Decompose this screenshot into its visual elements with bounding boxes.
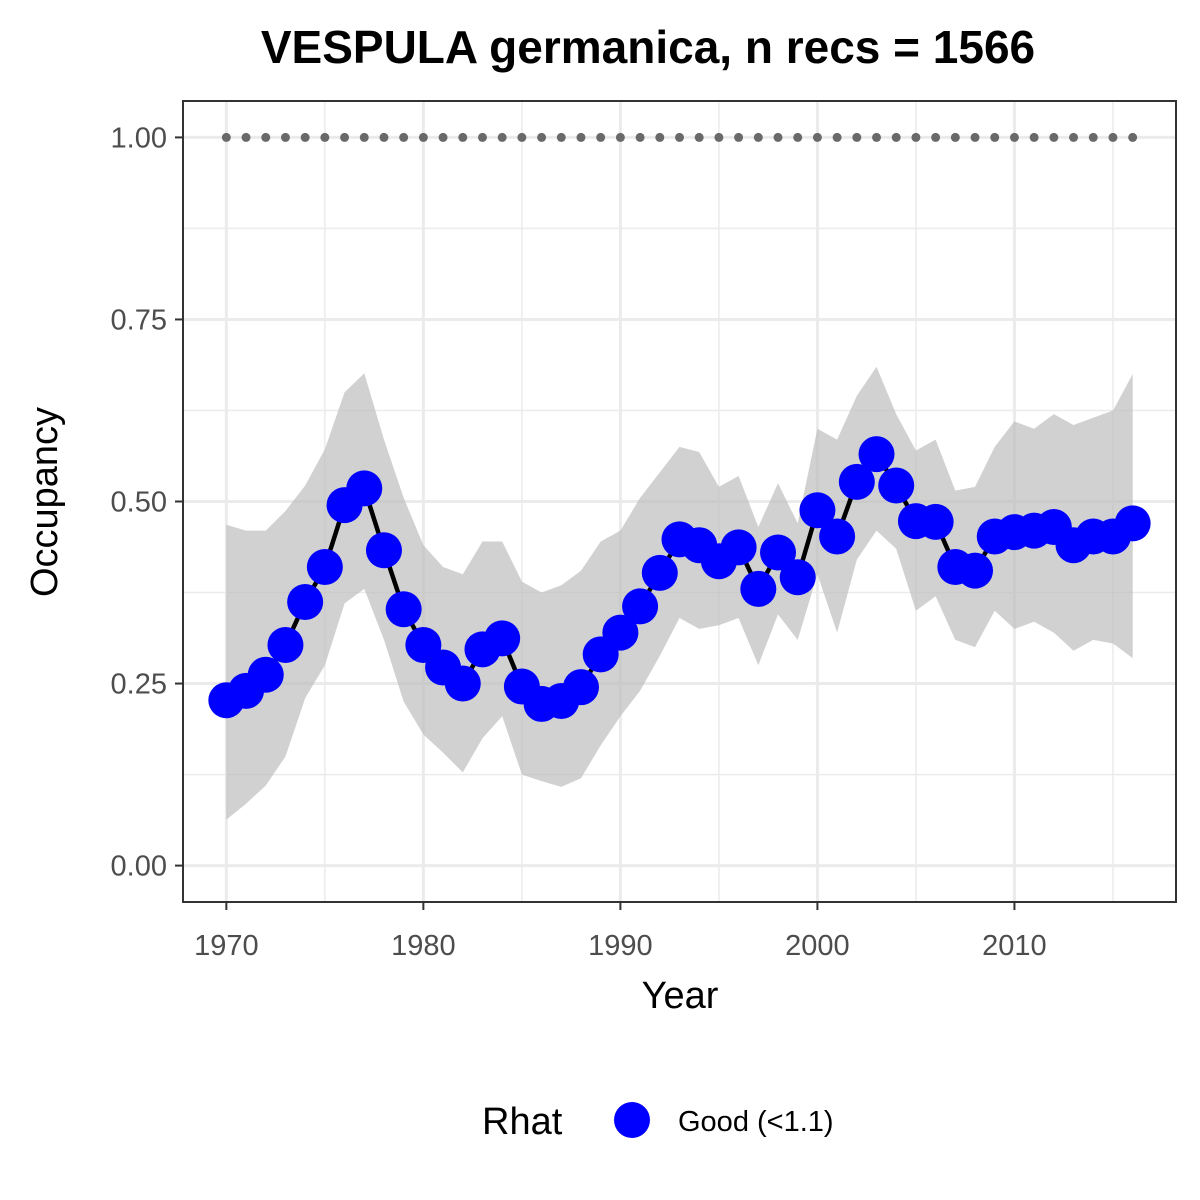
occupancy-point <box>562 669 599 706</box>
reference-point <box>635 132 645 142</box>
reference-point <box>1009 132 1019 142</box>
reference-point <box>852 132 862 142</box>
reference-point <box>340 132 350 142</box>
reference-point <box>714 132 724 142</box>
reference-point <box>655 132 665 142</box>
reference-point <box>773 132 783 142</box>
occupancy-point <box>799 492 836 529</box>
occupancy-point <box>1114 505 1151 542</box>
occupancy-point <box>641 554 678 591</box>
y-tick-label: 0.00 <box>111 851 167 883</box>
reference-point <box>753 132 763 142</box>
x-tick-label: 1980 <box>391 930 456 962</box>
reference-point <box>576 132 586 142</box>
reference-point <box>320 132 330 142</box>
occupancy-point <box>858 436 895 473</box>
reference-point <box>891 132 901 142</box>
y-tick-label: 1.00 <box>111 122 167 154</box>
reference-point <box>1049 132 1059 142</box>
occupancy-point <box>740 570 777 607</box>
x-tick-label: 2010 <box>982 930 1047 962</box>
reference-point <box>694 132 704 142</box>
reference-point <box>517 132 527 142</box>
reference-point <box>675 132 684 142</box>
reference-point <box>1029 132 1039 142</box>
occupancy-point <box>247 656 284 693</box>
reference-point <box>261 132 271 142</box>
occupancy-point <box>484 620 521 657</box>
reference-point <box>438 132 448 142</box>
reference-points-layer <box>221 132 1138 142</box>
occupancy-points-layer <box>208 436 1151 722</box>
reference-point <box>537 132 547 142</box>
reference-point <box>1128 132 1138 142</box>
y-tick-label: 0.25 <box>111 669 167 701</box>
reference-point <box>300 132 310 142</box>
x-tick-label: 1970 <box>194 930 259 962</box>
reference-point <box>477 132 487 142</box>
reference-point <box>221 132 231 142</box>
occupancy-point <box>602 614 639 651</box>
reference-point <box>556 132 566 142</box>
y-tick-label: 0.75 <box>111 304 167 336</box>
chart-title: VESPULA germanica, n recs = 1566 <box>261 21 1035 73</box>
reference-point <box>832 132 842 142</box>
y-axis-title: Occupancy <box>24 407 66 597</box>
occupancy-point <box>444 665 481 702</box>
reference-point <box>497 132 507 142</box>
x-axis-ticks: 1970 1980 1990 2000 2010 <box>194 902 1047 962</box>
reference-point <box>812 132 822 142</box>
x-tick-label: 2000 <box>785 930 850 962</box>
occupancy-point <box>779 559 816 596</box>
reference-point <box>399 132 409 142</box>
occupancy-point <box>287 583 324 620</box>
reference-point <box>418 132 428 142</box>
reference-point <box>931 132 941 142</box>
occupancy-point <box>917 503 954 540</box>
occupancy-point <box>760 534 797 571</box>
reference-point <box>1108 132 1118 142</box>
reference-point <box>950 132 960 142</box>
reference-point <box>615 132 625 142</box>
occupancy-point <box>346 470 383 507</box>
reference-point <box>872 132 882 142</box>
reference-point <box>379 132 389 142</box>
occupancy-point <box>957 552 994 589</box>
legend-title: Rhat <box>482 1101 563 1143</box>
x-axis-title: Year <box>642 975 719 1017</box>
reference-point <box>596 132 606 142</box>
reference-point <box>280 132 290 142</box>
reference-point <box>458 132 468 142</box>
reference-point <box>1069 132 1079 142</box>
reference-point <box>911 132 921 142</box>
reference-point <box>990 132 1000 142</box>
occupancy-point <box>819 518 856 555</box>
x-tick-label: 1990 <box>588 930 653 962</box>
occupancy-point <box>720 529 757 566</box>
reference-point <box>734 132 744 142</box>
reference-point <box>793 132 803 142</box>
reference-point <box>241 132 251 142</box>
reference-point <box>1088 132 1098 142</box>
y-tick-label: 0.50 <box>111 487 167 519</box>
occupancy-point <box>385 591 422 628</box>
occupancy-point <box>365 532 402 569</box>
y-axis-ticks: 0.00 0.25 0.50 0.75 1.00 <box>111 122 183 883</box>
reference-point <box>970 132 980 142</box>
legend: Rhat Good (<1.1) <box>482 1101 834 1143</box>
occupancy-point <box>306 549 343 586</box>
legend-key-point <box>614 1102 650 1138</box>
occupancy-point <box>878 467 915 504</box>
legend-label: Good (<1.1) <box>678 1106 834 1138</box>
occupancy-point <box>838 463 875 500</box>
occupancy-point <box>267 626 304 663</box>
reference-point <box>359 132 369 142</box>
occupancy-point <box>622 588 659 625</box>
